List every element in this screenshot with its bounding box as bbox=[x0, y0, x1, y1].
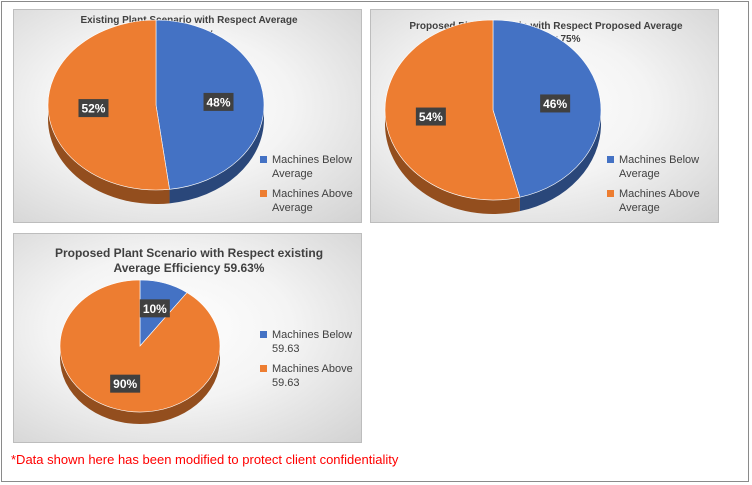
data-label-above: 90% bbox=[110, 374, 141, 393]
data-label-above: 52% bbox=[78, 99, 109, 118]
legend-item-above: Machines Above 59.63 bbox=[260, 362, 353, 390]
legend-swatch-blue bbox=[607, 156, 614, 163]
data-label-box bbox=[110, 374, 141, 393]
data-label-text: 10% bbox=[143, 302, 167, 316]
pie-chart-3: 10% 90% bbox=[59, 279, 221, 424]
legend-item-above: Machines Above Average bbox=[607, 187, 700, 215]
data-label-box bbox=[78, 99, 109, 118]
data-label-text: 48% bbox=[207, 95, 231, 109]
chart-title-3-line-2: Average Efficiency 59.63% bbox=[113, 261, 265, 275]
data-label-above: 54% bbox=[415, 107, 446, 126]
legend-swatch-orange bbox=[260, 190, 267, 197]
data-label-box bbox=[139, 299, 170, 318]
legend-label: Machines Below Average bbox=[619, 154, 700, 180]
chart-panel-3: Proposed Plant Scenario with Respect exi… bbox=[13, 233, 362, 443]
legend-item-above: Machines Above Average bbox=[260, 187, 353, 215]
legend-1: Machines Below Average Machines Above Aver… bbox=[260, 153, 353, 221]
data-label-below: 46% bbox=[540, 94, 571, 113]
pie-slice-above bbox=[47, 19, 170, 191]
legend-swatch-blue bbox=[260, 156, 267, 163]
data-label-box bbox=[415, 107, 446, 126]
chart-panel-2: Proposed Plant Scenario with Respect Pro… bbox=[370, 9, 719, 223]
pie-slice-above bbox=[59, 279, 221, 413]
data-label-box bbox=[540, 94, 571, 113]
chart-title-2-line-1: Proposed Plant Scenario with Respect Pro… bbox=[409, 21, 683, 32]
pie-slice-side-above bbox=[60, 346, 220, 424]
pie-slice-above bbox=[384, 19, 521, 201]
pie-chart-2: 46% 54% bbox=[384, 19, 602, 215]
legend-2: Machines Below Average Machines Above Aver… bbox=[607, 153, 700, 221]
pie-slice-side-below bbox=[169, 105, 264, 204]
chart-title-3-line-1: Proposed Plant Scenario with Respect exi… bbox=[54, 246, 324, 260]
data-label-box bbox=[203, 92, 234, 111]
legend-label: Machines Above 59.63 bbox=[272, 363, 353, 389]
pie-slice-side-above bbox=[385, 110, 520, 215]
data-label-text: 90% bbox=[113, 377, 137, 391]
legend-swatch-blue bbox=[260, 331, 267, 338]
legend-label: Machines Above Average bbox=[619, 188, 700, 214]
legend-swatch-orange bbox=[607, 190, 614, 197]
legend-label: Machines Below Average bbox=[272, 154, 353, 180]
legend-swatch-orange bbox=[260, 365, 267, 372]
pie-slice-side-above bbox=[48, 105, 170, 204]
legend-label: Machines Above Average bbox=[272, 188, 353, 214]
pie-slice-side-below bbox=[519, 110, 601, 212]
legend-item-below: Machines Below Average bbox=[607, 153, 700, 181]
legend-label: Machines Below 59.63 bbox=[272, 329, 353, 355]
legend-3: Machines Below 59.63 Machines Above 59.63 bbox=[260, 328, 353, 396]
chart-panel-1: Existing Plant Scenario with Respect Ave… bbox=[13, 9, 362, 223]
pie-chart-1: 48% 52% bbox=[47, 19, 265, 204]
data-label-text: 52% bbox=[81, 102, 105, 116]
chart-title-3: Proposed Plant Scenario with Respect exi… bbox=[39, 246, 339, 276]
data-label-below: 48% bbox=[203, 92, 234, 111]
data-label-text: 54% bbox=[419, 110, 443, 124]
legend-item-below: Machines Below 59.63 bbox=[260, 328, 353, 356]
confidentiality-footnote: *Data shown here has been modified to pr… bbox=[11, 452, 399, 467]
legend-item-below: Machines Below Average bbox=[260, 153, 353, 181]
data-label-text: 46% bbox=[543, 97, 567, 111]
data-label-below: 10% bbox=[139, 299, 170, 318]
